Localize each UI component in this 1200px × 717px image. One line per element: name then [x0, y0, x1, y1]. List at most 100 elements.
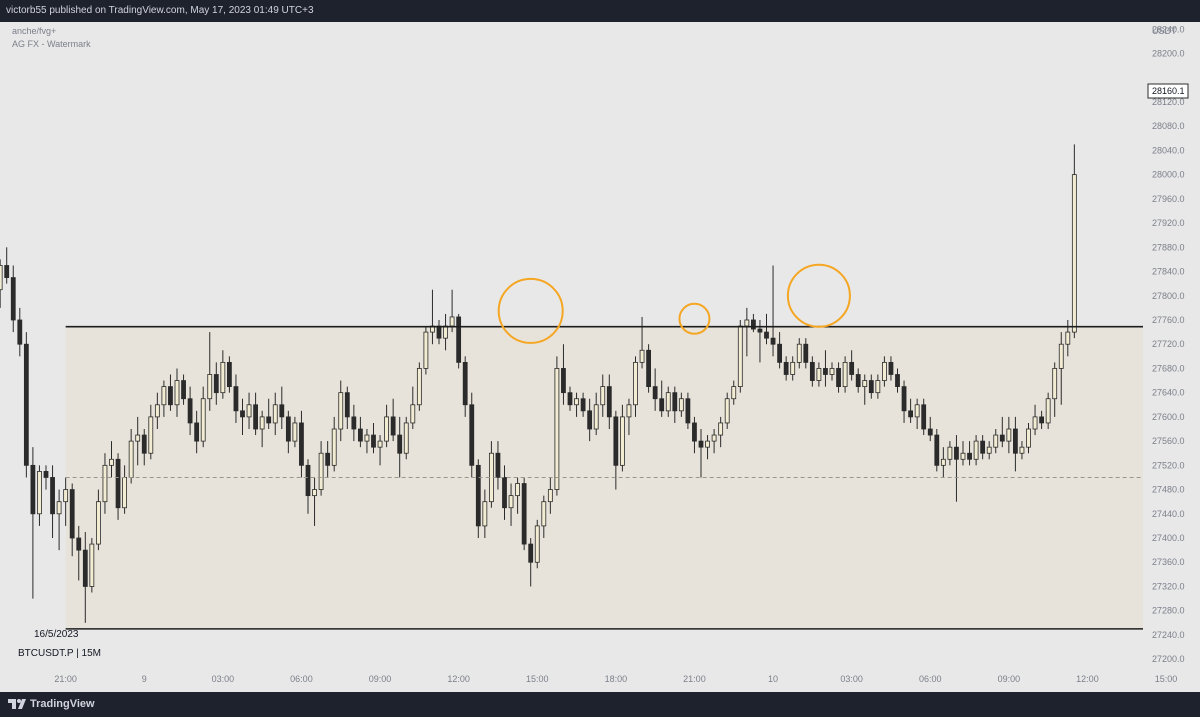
- candle-bear: [344, 392, 350, 418]
- candle-bear: [168, 386, 173, 406]
- candle-bull: [161, 386, 167, 406]
- candle-bull: [1065, 331, 1071, 345]
- indicator-watermark: AG FX - Watermark: [12, 39, 91, 49]
- candle-bear: [868, 380, 874, 394]
- y-tick-label: 27560.0: [1152, 436, 1185, 446]
- candle-bull: [744, 319, 750, 327]
- candle-bull: [882, 361, 887, 381]
- candle-bull: [416, 368, 422, 406]
- candle-bull: [272, 404, 278, 424]
- y-tick-label: 28240.0: [1152, 24, 1185, 34]
- candle-bull: [620, 416, 625, 466]
- candle-bear: [927, 428, 933, 436]
- x-tick-label: 03:00: [212, 674, 235, 684]
- candle-bear: [456, 316, 462, 363]
- y-tick-label: 27480.0: [1152, 485, 1185, 495]
- candle-bull: [122, 477, 127, 509]
- highlight-circle: [497, 277, 564, 344]
- indicator-fvg: anche/fvg+: [12, 26, 56, 36]
- y-tick-label: 27960.0: [1152, 194, 1185, 204]
- candle-bear: [567, 392, 573, 406]
- candle-bull: [842, 361, 848, 388]
- candle-bull: [705, 440, 710, 448]
- candle-bear: [299, 422, 304, 466]
- footer-bar: TradingView: [0, 692, 1200, 717]
- candle-bull: [338, 392, 344, 430]
- candle-bull: [377, 440, 383, 448]
- candle-bear: [187, 398, 193, 424]
- price-chart[interactable]: 28240.0 28200.0 28120.0 28080.0 28040.0 28000…: [0, 0, 1200, 692]
- candle-bull: [259, 416, 265, 430]
- y-tick-label: 27640.0: [1152, 388, 1185, 398]
- candle-bull: [1052, 368, 1058, 400]
- candle-bear: [934, 434, 940, 466]
- candle-bull: [639, 349, 645, 363]
- candle-bull: [318, 452, 324, 490]
- candle-bull: [102, 464, 108, 503]
- candle-bear: [357, 428, 363, 442]
- candle-bull: [862, 380, 868, 388]
- time-axis: 21:00 9 03:00 06:00 09:00 12:00 15:00 18:00 21:0…: [54, 674, 1177, 684]
- candle-bear: [764, 331, 769, 339]
- candle-bull: [63, 489, 69, 503]
- candle-bear: [69, 489, 75, 539]
- candle-bull: [574, 398, 579, 406]
- candle-bull: [384, 416, 390, 442]
- candle-bull: [875, 380, 881, 394]
- last-price-label: 28160.1: [1152, 86, 1185, 96]
- y-tick-label: 27760.0: [1152, 315, 1185, 325]
- candle-bear: [226, 361, 232, 388]
- candle-bear: [194, 422, 200, 442]
- candles-layer: [0, 144, 1077, 623]
- candle-bear: [4, 265, 10, 278]
- candle-bull: [940, 458, 946, 466]
- candle-bull: [109, 458, 114, 466]
- candle-bull: [174, 380, 180, 406]
- candle-bull: [312, 489, 317, 497]
- candle-bear: [613, 416, 619, 466]
- candle-bear: [921, 404, 927, 430]
- x-tick-label: 12:00: [1076, 674, 1099, 684]
- candle-bear: [528, 543, 534, 563]
- price-axis: 28240.0 28200.0 28120.0 28080.0 28040.0 28000…: [1152, 24, 1185, 664]
- candle-bear: [606, 386, 612, 418]
- x-tick-label: 9: [142, 674, 147, 684]
- candle-bear: [285, 416, 291, 442]
- y-tick-label: 27600.0: [1152, 412, 1185, 422]
- candle-bear: [783, 361, 789, 375]
- candle-bear: [1039, 416, 1044, 424]
- candle-bull: [678, 398, 684, 412]
- x-tick-label: 15:00: [526, 674, 549, 684]
- candle-bear: [659, 398, 665, 412]
- candle-bear: [82, 549, 88, 587]
- candle-bull: [633, 361, 638, 406]
- candle-bull: [1019, 446, 1025, 454]
- y-tick-label: 28120.0: [1152, 97, 1185, 107]
- candle-bull: [1026, 428, 1031, 448]
- y-tick-label: 27680.0: [1152, 363, 1185, 373]
- candle-bull: [534, 525, 540, 563]
- candle-bull: [37, 470, 42, 515]
- candle-bear: [371, 434, 376, 448]
- x-tick-label: 12:00: [447, 674, 470, 684]
- y-tick-label: 27720.0: [1152, 339, 1185, 349]
- y-tick-label: 27400.0: [1152, 533, 1185, 543]
- last-price-badge: [1147, 83, 1189, 99]
- candle-bull: [993, 434, 999, 448]
- candle-bull: [128, 440, 134, 478]
- y-tick-label: 28200.0: [1152, 48, 1185, 58]
- candle-bull: [718, 422, 724, 436]
- candle-bull: [960, 452, 966, 460]
- y-tick-label: 27200.0: [1152, 654, 1185, 664]
- candle-bear: [895, 374, 900, 388]
- candle-bull: [364, 434, 370, 442]
- candle-bull: [148, 416, 154, 454]
- candle-bear: [646, 349, 651, 388]
- candle-bull: [1006, 428, 1012, 442]
- candle-bear: [462, 361, 468, 406]
- tradingview-logo[interactable]: TradingView: [8, 698, 95, 710]
- candle-bull: [600, 386, 606, 406]
- price-axis-area: [1146, 22, 1200, 664]
- x-tick-label: 18:00: [605, 674, 628, 684]
- publish-info: victorb55 published on TradingView.com, …: [6, 5, 314, 16]
